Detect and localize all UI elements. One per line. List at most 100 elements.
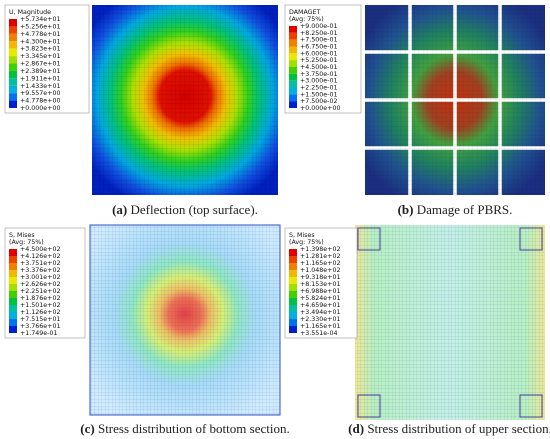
legend-value: +8.250e-01: [300, 30, 337, 37]
legend-swatch: [289, 101, 297, 108]
legend-value: +3.551e-04: [300, 330, 337, 337]
legend-swatch: [289, 263, 297, 270]
legend-swatch: [9, 263, 17, 270]
legend-value: +3.766e+01: [20, 323, 60, 330]
legend-swatch: [289, 87, 297, 95]
legend-value: +3.823e+01: [20, 46, 60, 53]
legend-swatch: [9, 298, 17, 305]
legend-swatch: [289, 298, 297, 305]
legend-swatch: [289, 256, 297, 263]
legend-value: +5.256e+01: [20, 23, 60, 30]
caption-label: (d): [348, 421, 364, 436]
legend-value: +1.281e+02: [300, 253, 340, 260]
legend-value: +0.000e+00: [20, 105, 60, 112]
legend-value: +1.048e+02: [300, 267, 340, 274]
legend-swatch: [289, 32, 297, 40]
legend-swatch: [289, 39, 297, 47]
legend-swatch: [289, 319, 297, 326]
legend-value: +6.000e-01: [300, 50, 337, 57]
legend-swatch: [9, 78, 17, 86]
legend-value: +4.659e+01: [300, 302, 340, 309]
caption: (c) Stress distribution of bottom sectio…: [80, 421, 289, 436]
legend-swatch: [289, 80, 297, 88]
legend-swatch: [289, 305, 297, 312]
legend-swatch: [289, 26, 297, 33]
caption-label: (a): [112, 202, 127, 217]
legend-value: +3.345e+01: [20, 53, 60, 60]
caption-label: (c): [80, 421, 94, 436]
legend-value: +7.500e-02: [300, 98, 337, 105]
legend-swatch: [9, 277, 17, 284]
legend-value: +7.515e+01: [20, 316, 60, 323]
legend-value: +2.330e+01: [300, 316, 340, 323]
legend-swatch: [9, 48, 17, 57]
legend-swatch: [9, 56, 17, 64]
legend-subtitle: (Avg: 75%): [289, 239, 324, 246]
legend-title: U, Magnitude: [9, 9, 51, 16]
legend-value: +6.750e-01: [300, 44, 337, 51]
legend: U, Magnitude+5.734e+01+5.256e+01+4.778e+…: [4, 4, 90, 114]
legend-swatch: [289, 53, 297, 61]
legend-swatch: [289, 249, 297, 256]
legend-swatch: [289, 67, 297, 74]
caption: (b) Damage of PBRS.: [398, 202, 513, 217]
legend-value: +5.824e+01: [300, 295, 340, 302]
legend-value: +3.750e-01: [300, 71, 337, 78]
legend-value: +4.500e-01: [300, 64, 337, 71]
legend-swatch: [289, 326, 297, 333]
legend-value: +2.251e+02: [20, 288, 60, 295]
legend-value: +1.876e+02: [20, 295, 60, 302]
legend-swatch: [9, 19, 17, 27]
legend-value: +2.389e+01: [20, 68, 60, 75]
legend-value: +7.500e-01: [300, 37, 337, 44]
legend-swatch: [9, 70, 17, 79]
legend-value: +4.500e+02: [20, 246, 60, 253]
caption: (d) Stress distribution of upper section…: [348, 421, 550, 436]
legend-swatch: [9, 312, 17, 319]
legend-value: +1.911e+01: [20, 75, 60, 82]
legend-swatch: [9, 249, 17, 256]
legend: S, Mises(Avg: 75%)+4.500e+02+4.126e+02+3…: [4, 227, 86, 339]
legend-value: +1.165e+01: [300, 323, 340, 330]
legend-swatch: [289, 94, 297, 102]
deflection-image: [92, 5, 278, 195]
legend-value: +4.300e+01: [20, 38, 60, 45]
legend-value: +2.867e+01: [20, 61, 60, 68]
legend-swatch: [9, 319, 17, 326]
legend-value: +9.557e+00: [20, 90, 60, 97]
legend-value: +9.318e+01: [300, 274, 340, 281]
legend-title: S, Mises: [289, 232, 315, 239]
legend-box: [4, 227, 86, 339]
caption-label: (b): [398, 202, 414, 217]
legend-swatch: [9, 41, 17, 49]
legend-value: +1.165e+02: [300, 260, 340, 267]
legend-title: S, Mises: [9, 232, 35, 239]
legend-swatch: [9, 270, 17, 277]
legend-value: +9.000e-01: [300, 23, 337, 30]
legend-value: +1.749e-01: [20, 330, 57, 337]
legend: DAMAGET(Avg: 75%)+9.000e-01+8.250e-01+7.…: [284, 4, 362, 114]
legend-swatch: [289, 291, 297, 298]
legend-swatch: [9, 256, 17, 263]
legend-box: [4, 4, 90, 114]
legend-value: +4.778e+00: [20, 98, 60, 105]
caption-text: Damage of PBRS.: [417, 202, 513, 217]
legend-value: +2.250e-01: [300, 85, 337, 92]
legend-box: [284, 4, 362, 114]
legend-swatch: [289, 312, 297, 319]
legend-swatch: [289, 60, 297, 67]
legend-value: +2.626e+02: [20, 281, 60, 288]
legend-swatch: [289, 277, 297, 284]
legend-value: +0.000e+00: [300, 105, 340, 112]
caption-text: Deflection (top surface).: [131, 202, 258, 217]
caption-text: Stress distribution of upper section.: [367, 421, 550, 436]
legend-swatch: [289, 73, 297, 81]
legend-value: +5.250e-01: [300, 57, 337, 64]
legend-value: +1.500e-01: [300, 91, 337, 98]
legend-swatch: [289, 46, 297, 54]
legend-value: +6.988e+01: [300, 288, 340, 295]
legend-swatch: [9, 33, 17, 42]
legend-title: DAMAGET: [289, 9, 321, 16]
caption-text: Stress distribution of bottom section.: [98, 421, 290, 436]
